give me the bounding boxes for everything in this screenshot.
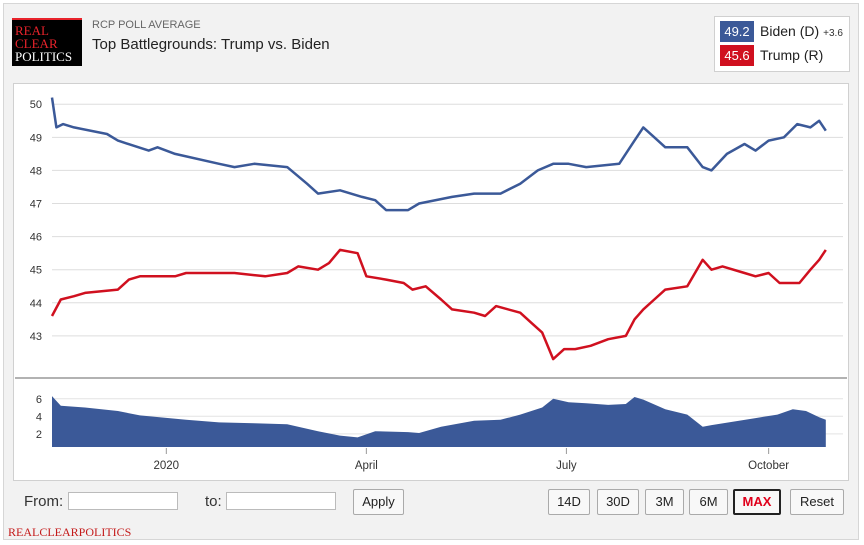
y-tick-label: 47 xyxy=(30,199,42,211)
legend-label-biden: Biden (D) xyxy=(760,23,820,39)
legend-label-trump: Trump (R) xyxy=(760,47,824,63)
x-tick-label: April xyxy=(355,460,378,472)
trump-line xyxy=(50,248,827,361)
spread-tick-label: 4 xyxy=(36,411,42,423)
legend: 49.2 Biden (D) +3.6 45.6 Trump (R) xyxy=(714,16,850,72)
from-label: From: xyxy=(24,493,64,510)
to-date-input[interactable] xyxy=(226,492,336,510)
footer-brand: REALCLEARPOLITICS xyxy=(8,525,132,539)
logo-line-1: REAL xyxy=(15,23,49,38)
apply-button[interactable]: Apply xyxy=(353,489,404,515)
y-tick-label: 44 xyxy=(30,298,42,310)
biden-line xyxy=(50,97,827,212)
legend-item-biden: 49.2 Biden (D) +3.6 xyxy=(720,21,848,42)
reset-button[interactable]: Reset xyxy=(790,489,844,515)
y-tick-label: 45 xyxy=(30,265,42,277)
spread-area xyxy=(52,396,826,447)
y-tick-label: 50 xyxy=(30,99,42,111)
chart-title: Top Battlegrounds: Trump vs. Biden xyxy=(92,36,330,53)
date-range-controls: From: to: Apply 14D 30D 3M 6M MAX Reset xyxy=(0,484,864,520)
legend-item-trump: 45.6 Trump (R) xyxy=(720,45,848,66)
spread-tick-label: 6 xyxy=(36,394,42,406)
range-6m-button[interactable]: 6M xyxy=(689,489,728,515)
range-30d-button[interactable]: 30D xyxy=(597,489,639,515)
to-label: to: xyxy=(205,493,222,510)
y-tick-label: 43 xyxy=(30,331,42,343)
chart-subheading: RCP POLL AVERAGE xyxy=(92,19,201,31)
y-tick-label: 48 xyxy=(30,165,42,177)
y-tick-label: 46 xyxy=(30,232,42,244)
legend-spread: +3.6 xyxy=(823,28,843,39)
range-14d-button[interactable]: 14D xyxy=(548,489,590,515)
legend-value-biden: 49.2 xyxy=(720,21,754,42)
x-tick-label: October xyxy=(748,460,789,472)
logo-line-3: POLITICS xyxy=(15,49,73,64)
range-3m-button[interactable]: 3M xyxy=(645,489,684,515)
x-tick-label: July xyxy=(556,460,577,472)
x-tick-label: 2020 xyxy=(154,460,180,472)
legend-value-trump: 45.6 xyxy=(720,45,754,66)
spread-tick-label: 2 xyxy=(36,429,42,441)
rcp-logo[interactable]: REAL CLEAR POLITICS xyxy=(12,18,82,66)
from-date-input[interactable] xyxy=(68,492,178,510)
range-max-button[interactable]: MAX xyxy=(733,489,781,515)
y-tick-label: 49 xyxy=(30,132,42,144)
logo-line-2: CLEAR xyxy=(15,36,58,51)
